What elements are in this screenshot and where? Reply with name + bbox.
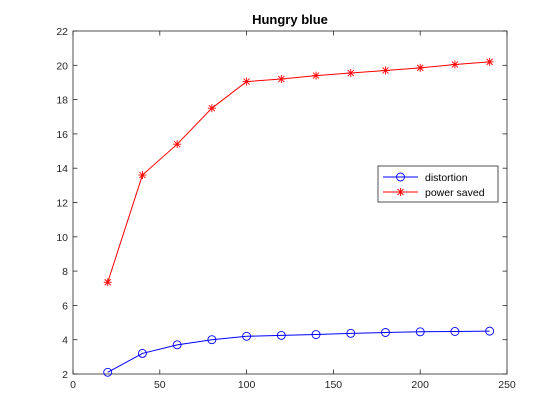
legend: distortion power saved — [378, 166, 498, 202]
x-tick-label: 200 — [411, 379, 429, 391]
x-tick-label: 250 — [498, 379, 516, 391]
y-tick-label: 20 — [56, 60, 68, 72]
y-tick-label: 16 — [56, 129, 68, 141]
chart-title: Hungry blue — [252, 12, 328, 27]
y-tick-label: 8 — [62, 266, 68, 278]
y-tick-label: 22 — [56, 26, 68, 38]
x-tick-label: 100 — [238, 379, 256, 391]
data-point-power-saved — [486, 58, 494, 66]
legend-label-power-saved: power saved — [425, 187, 485, 199]
data-point-power-saved — [347, 69, 355, 77]
x-tick-label: 150 — [325, 379, 343, 391]
y-tick-label: 10 — [56, 232, 68, 244]
y-tick-label: 2 — [62, 369, 68, 381]
plot-area — [73, 31, 507, 374]
y-tick-label: 6 — [62, 300, 68, 312]
data-point-power-saved — [451, 60, 459, 68]
data-point-power-saved — [173, 140, 181, 148]
legend-label-distortion: distortion — [425, 172, 468, 184]
y-tick-label: 14 — [56, 163, 68, 175]
y-tick-label: 12 — [56, 198, 68, 210]
y-tick-label: 4 — [62, 335, 68, 347]
data-point-power-saved — [243, 78, 251, 86]
legend-marker-power-saved — [397, 188, 405, 196]
data-point-power-saved — [104, 278, 112, 286]
x-tick-label: 50 — [154, 379, 166, 391]
data-point-power-saved — [208, 104, 216, 112]
data-point-power-saved — [138, 171, 146, 179]
data-point-power-saved — [312, 72, 320, 80]
data-point-power-saved — [381, 66, 389, 74]
data-point-power-saved — [277, 75, 285, 83]
data-point-power-saved — [416, 64, 424, 72]
x-tick-label: 0 — [70, 379, 76, 391]
y-tick-label: 18 — [56, 95, 68, 107]
